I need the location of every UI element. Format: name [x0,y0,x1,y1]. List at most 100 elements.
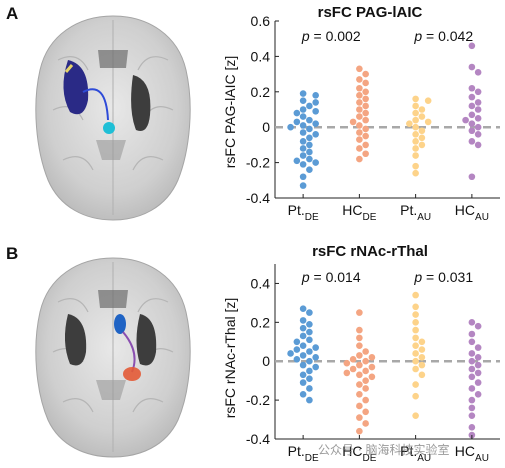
data-point-hc-de [356,334,363,342]
y-tick-label: 0.6 [251,13,271,29]
data-point-pt-de [306,320,313,328]
p-value-label: p = 0.002 [301,28,361,44]
data-point-pt-au [412,342,419,349]
y-tick-label: 0 [262,119,270,135]
data-point-hc-de [356,76,363,83]
data-point-hc-de [343,369,351,377]
data-point-pt-au [412,392,419,400]
data-point-pt-de [306,385,313,392]
data-point-hc-au [474,141,482,149]
data-point-pt-de [293,109,301,117]
data-point-hc-de [356,427,363,435]
chart-title: rsFC PAG-lAIC [318,4,423,21]
data-point-pt-de [293,338,301,346]
data-point-hc-au [468,412,476,419]
data-point-pt-de [299,129,307,136]
data-point-hc-de [356,129,363,136]
data-point-hc-de [368,373,376,381]
data-point-pt-de [299,352,307,359]
data-point-hc-de [362,420,369,427]
data-point-hc-au [468,385,476,392]
data-point-hc-de [362,348,369,355]
data-point-pt-de [299,173,307,181]
data-point-hc-de [356,414,363,421]
data-point-pt-de [312,120,319,127]
data-point-hc-de [362,70,369,78]
data-point-hc-de [356,92,363,99]
data-point-hc-au [468,424,476,431]
data-point-hc-de [356,84,363,92]
data-point-pt-de [312,363,319,371]
chart-a: rsFC PAG-lAIC rsFC PAG-lAIC [z] -0.4 -0.2… [222,4,500,223]
data-point-hc-au [468,111,476,119]
data-point-hc-au [462,116,469,124]
data-point-pt-au [412,109,419,117]
data-point-hc-au [474,99,482,106]
brain-image-b [35,257,191,458]
data-point-pt-au [418,106,426,113]
data-point-pt-de [299,379,307,386]
data-point-pt-au [412,381,419,388]
data-point-pt-au [412,291,419,299]
x-tick-label: HCDE [342,443,376,464]
data-point-hc-au [468,120,476,127]
data-point-pt-de [287,350,294,357]
data-point-pt-au [424,118,432,126]
x-tick-label: Pt.AU [400,443,431,464]
data-point-pt-de [299,324,307,332]
data-point-pt-de [312,130,319,138]
data-point-pt-au [412,350,419,357]
data-point-pt-au [412,319,419,326]
y-axis-label: rsFC rNAc-rThal [z] [222,298,238,419]
data-point-hc-de [362,102,369,110]
data-point-pt-au [412,123,419,131]
data-point-hc-de [356,106,363,113]
data-point-pt-au [412,365,419,373]
data-point-hc-de [349,355,357,363]
data-point-hc-au [468,93,476,101]
x-tick-label: HCAU [455,202,489,223]
data-point-hc-de [362,141,369,149]
data-point-pt-au [412,311,419,318]
data-point-hc-de [362,150,369,158]
data-point-hc-au [474,344,482,351]
panel-letter-b: B [6,244,19,263]
data-point-pt-au [412,152,419,159]
data-point-pt-de [299,113,307,120]
y-tick-label: -0.2 [246,155,270,171]
data-point-pt-de [299,390,307,398]
data-point-hc-au [474,354,482,361]
data-point-pt-au [412,138,419,145]
data-point-pt-au [412,412,419,419]
data-point-pt-au [412,169,419,177]
data-point-pt-de [306,125,313,133]
data-point-hc-de [356,390,363,398]
data-point-pt-de [299,371,307,379]
data-point-hc-de [362,377,369,384]
data-point-pt-de [293,157,301,165]
data-point-hc-de [356,99,363,106]
data-point-hc-au [468,319,476,326]
watermark-text: 公众号 · 脑海科技实验室 [318,443,450,457]
data-point-hc-au [474,123,482,131]
chart-title: rsFC rNAc-rThal [312,243,428,260]
data-point-pt-au [418,338,426,346]
data-point-pt-de [293,346,301,353]
x-tick-label: HCAU [455,443,489,464]
data-point-pt-au [412,162,419,170]
data-point-hc-de [356,361,363,369]
data-point-pt-au [412,326,419,334]
data-point-hc-de [368,363,376,371]
data-point-hc-au [474,390,482,398]
data-point-hc-au [468,396,476,404]
data-point-hc-au [468,173,476,181]
data-point-hc-au [468,373,476,381]
data-point-pt-de [299,152,307,159]
data-point-pt-de [312,107,319,115]
data-point-hc-au [468,63,476,71]
data-point-pt-au [418,354,426,361]
y-tick-label: -0.4 [246,190,270,206]
data-point-hc-de [356,113,363,120]
data-point-hc-au [474,369,482,377]
data-point-pt-de [306,328,313,336]
